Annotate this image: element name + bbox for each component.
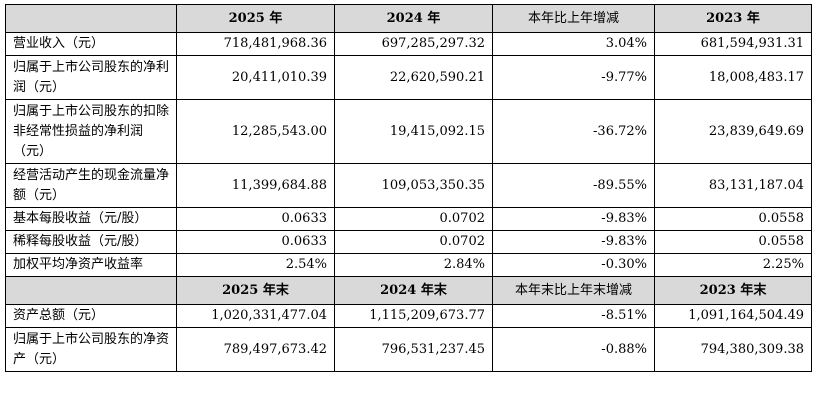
value-cell: 0.0702 (334, 207, 493, 231)
table-row: 资产总额（元） 1,020,331,477.04 1,115,209,673.7… (5, 304, 812, 328)
table-row: 归属于上市公司股东的净利润（元） 20,411,010.39 22,620,59… (5, 55, 812, 100)
table-row: 基本每股收益（元/股） 0.0633 0.0702 -9.83% 0.0558 (5, 207, 812, 231)
value-cell: 109,053,350.35 (334, 163, 493, 208)
value-cell: 18,008,483.17 (654, 55, 812, 100)
value-cell: 0.0558 (654, 230, 812, 254)
row-label: 加权平均净资产收益率 (5, 253, 177, 277)
header-corner-cell (5, 276, 177, 305)
value-cell: 789,497,673.42 (176, 327, 335, 372)
value-cell: 20,411,010.39 (176, 55, 335, 100)
header-cell: 本年比上年增减 (492, 4, 655, 33)
value-cell: -9.77% (492, 55, 655, 100)
value-cell: 1,091,164,504.49 (654, 304, 812, 328)
row-label: 基本每股收益（元/股） (5, 207, 177, 231)
value-cell: 681,594,931.31 (654, 32, 812, 56)
financial-data-table: 2025 年 2024 年 本年比上年增减 2023 年 营业收入（元） 718… (5, 4, 812, 372)
header-cell: 2025 年末 (176, 276, 335, 305)
value-cell: 12,285,543.00 (176, 99, 335, 164)
header-corner-cell (5, 4, 177, 33)
value-cell: -9.83% (492, 207, 655, 231)
value-cell: -0.30% (492, 253, 655, 277)
value-cell: 0.0702 (334, 230, 493, 254)
value-cell: 3.04% (492, 32, 655, 56)
value-cell: 11,399,684.88 (176, 163, 335, 208)
row-label: 资产总额（元） (5, 304, 177, 328)
value-cell: -9.83% (492, 230, 655, 254)
header-cell: 2024 年 (334, 4, 493, 33)
value-cell: -89.55% (492, 163, 655, 208)
row-label: 稀释每股收益（元/股） (5, 230, 177, 254)
table-row: 加权平均净资产收益率 2.54% 2.84% -0.30% 2.25% (5, 253, 812, 277)
table-header-row: 2025 年末 2024 年末 本年末比上年末增减 2023 年末 (5, 276, 812, 305)
value-cell: 2.84% (334, 253, 493, 277)
value-cell: 22,620,590.21 (334, 55, 493, 100)
header-cell: 2025 年 (176, 4, 335, 33)
value-cell: 1,115,209,673.77 (334, 304, 493, 328)
row-label: 归属于上市公司股东的净资产（元） (5, 327, 177, 372)
value-cell: 19,415,092.15 (334, 99, 493, 164)
value-cell: 718,481,968.36 (176, 32, 335, 56)
table-row: 营业收入（元） 718,481,968.36 697,285,297.32 3.… (5, 32, 812, 56)
value-cell: 2.54% (176, 253, 335, 277)
row-label: 经营活动产生的现金流量净额（元） (5, 163, 177, 208)
header-cell: 本年末比上年末增减 (492, 276, 655, 305)
value-cell: 1,020,331,477.04 (176, 304, 335, 328)
value-cell: -0.88% (492, 327, 655, 372)
table-row: 稀释每股收益（元/股） 0.0633 0.0702 -9.83% 0.0558 (5, 230, 812, 254)
value-cell: 2.25% (654, 253, 812, 277)
value-cell: 0.0633 (176, 207, 335, 231)
table-row: 归属于上市公司股东的净资产（元） 789,497,673.42 796,531,… (5, 327, 812, 372)
row-label: 归属于上市公司股东的扣除非经常性损益的净利润（元） (5, 99, 177, 164)
value-cell: 0.0558 (654, 207, 812, 231)
value-cell: 0.0633 (176, 230, 335, 254)
value-cell: 796,531,237.45 (334, 327, 493, 372)
value-cell: 794,380,309.38 (654, 327, 812, 372)
row-label: 归属于上市公司股东的净利润（元） (5, 55, 177, 100)
row-label: 营业收入（元） (5, 32, 177, 56)
value-cell: 697,285,297.32 (334, 32, 493, 56)
header-cell: 2023 年末 (654, 276, 812, 305)
table-row: 归属于上市公司股东的扣除非经常性损益的净利润（元） 12,285,543.00 … (5, 99, 812, 164)
table-row: 经营活动产生的现金流量净额（元） 11,399,684.88 109,053,3… (5, 163, 812, 208)
header-cell: 2024 年末 (334, 276, 493, 305)
value-cell: 83,131,187.04 (654, 163, 812, 208)
value-cell: -36.72% (492, 99, 655, 164)
value-cell: 23,839,649.69 (654, 99, 812, 164)
value-cell: -8.51% (492, 304, 655, 328)
table-header-row: 2025 年 2024 年 本年比上年增减 2023 年 (5, 4, 812, 33)
header-cell: 2023 年 (654, 4, 812, 33)
